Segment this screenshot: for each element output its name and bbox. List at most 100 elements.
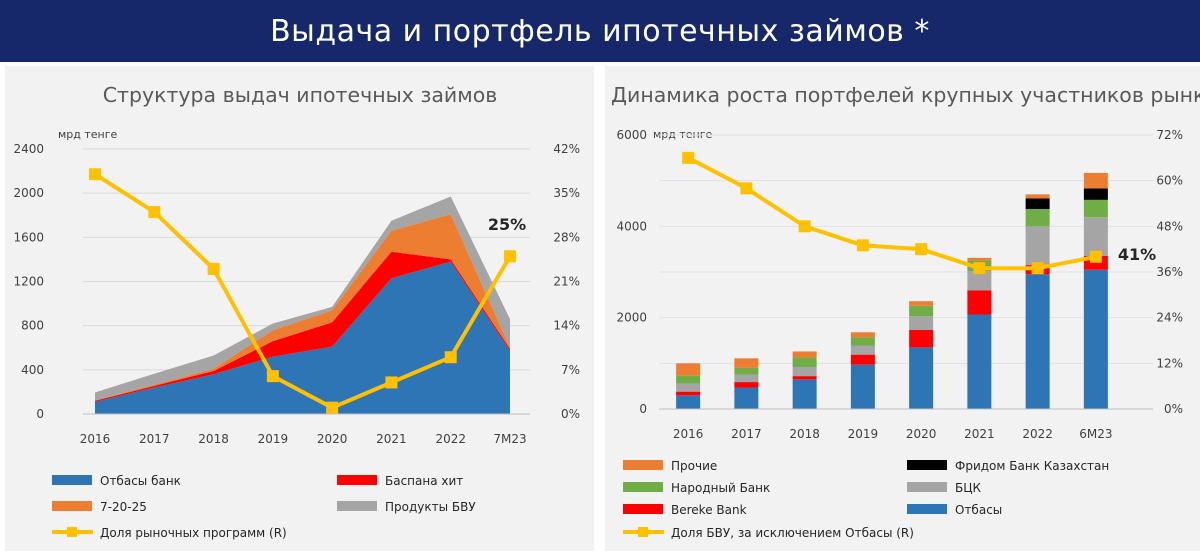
bar-Прочие (1025, 194, 1050, 199)
bar-Bereke Bank (792, 376, 817, 380)
legend-swatch (623, 504, 663, 514)
legend-label: Продукты БВУ (385, 500, 476, 514)
bar-Отбасы (1025, 274, 1050, 409)
x-tick-label: 2017 (139, 432, 170, 446)
legend-label: Народный Банк (671, 481, 770, 495)
y-tick-label: 2000 (13, 186, 44, 200)
share-marker (682, 151, 695, 164)
share-marker (504, 250, 516, 263)
bar-Фридом Банк Казахстан (1083, 188, 1108, 200)
bar-БЦК (792, 366, 817, 377)
share-marker (798, 220, 811, 233)
bar-Народный Банк (909, 305, 934, 317)
share-marker (385, 376, 398, 389)
bar-Отбасы (1083, 269, 1108, 409)
share-marker (915, 243, 928, 256)
bar-Народный Банк (850, 337, 875, 346)
bar-Отбасы (792, 379, 817, 409)
page-title: Выдача и портфель ипотечных займов * (270, 13, 930, 49)
x-tick-label: 2016 (673, 427, 704, 441)
y-tick-label: 1200 (13, 275, 44, 289)
x-tick-label: 2016 (80, 432, 111, 446)
y-tick-label: 400 (21, 363, 44, 377)
legend-label: Доля рыночных программ (R) (100, 526, 287, 540)
bar-Прочие (1083, 172, 1108, 189)
x-tick-label: 2019 (258, 432, 289, 446)
y2-tick-label: 35% (553, 186, 580, 200)
share-marker (973, 262, 986, 275)
legend-label: Баспана хит (385, 474, 463, 488)
portfolio-growth-chart: Динамика роста портфелей крупных участни… (611, 83, 1200, 540)
line-annotation: 41% (1118, 245, 1156, 264)
chart-title: Структура выдач ипотечных займов (103, 83, 498, 107)
bar-Народный Банк (792, 357, 817, 367)
y2-tick-label: 42% (553, 142, 580, 156)
share-marker (740, 182, 753, 195)
y2-tick-label: 28% (553, 230, 580, 244)
area-Продукты БВУ (95, 196, 510, 401)
x-tick-label: 2018 (198, 432, 229, 446)
bar-БЦК (850, 345, 875, 355)
bar-БЦК (909, 316, 934, 330)
portfolio-growth-panel: Динамика роста портфелей крупных участни… (605, 66, 1200, 551)
bar-БЦК (676, 383, 701, 392)
x-tick-label: 2018 (789, 427, 820, 441)
bar-БЦК (1083, 217, 1108, 257)
share-marker (89, 168, 101, 181)
bar-Прочие (676, 363, 701, 376)
bar-Отбасы (909, 347, 934, 409)
y-tick-label: 1600 (13, 230, 44, 244)
legend-label: 7-20-25 (100, 500, 147, 514)
y-tick-label: 2400 (13, 142, 44, 156)
legend-label: Прочие (671, 459, 717, 473)
chart-title: Динамика роста портфелей крупных участни… (611, 83, 1200, 107)
share-marker (326, 401, 339, 414)
legend-swatch (337, 501, 377, 511)
y2-tick-label: 72% (1156, 128, 1183, 142)
bar-Bereke Bank (909, 329, 934, 348)
legend-line-marker (67, 527, 77, 537)
legend-swatch (337, 475, 377, 485)
bar-Прочие (850, 332, 875, 338)
y-tick-label: 800 (21, 319, 44, 333)
y-tick-label: 0 (36, 407, 44, 421)
bar-Народный Банк (1083, 199, 1108, 218)
bar-Bereke Bank (734, 382, 759, 388)
legend-label: БЦК (955, 481, 982, 495)
y2-tick-label: 12% (1156, 356, 1183, 370)
legend-label: Фридом Банк Казахстан (955, 459, 1109, 473)
legend-swatch (52, 475, 92, 485)
y2-tick-label: 14% (553, 319, 580, 333)
bar-Народный Банк (676, 375, 701, 384)
bar-БЦК (967, 271, 992, 291)
issuance-structure-chart: Структура выдач ипотечных займов мрд тен… (13, 83, 580, 540)
legend-line-marker (638, 527, 648, 537)
bar-БЦК (1025, 226, 1050, 266)
y-tick-label: 4000 (616, 219, 647, 233)
legend-label: Доля БВУ, за исключением Отбасы (R) (671, 526, 914, 540)
y-tick-label: 0 (639, 402, 647, 416)
legend-label: Отбасы банк (100, 474, 181, 488)
legend-swatch (907, 460, 947, 470)
x-tick-label: 2022 (1022, 427, 1053, 441)
share-line (687, 156, 1097, 271)
bar-Народный Банк (734, 367, 759, 375)
share-marker (1031, 262, 1044, 275)
y-tick-label: 2000 (616, 311, 647, 325)
x-tick-label: 2017 (731, 427, 762, 441)
bar-Bereke Bank (967, 290, 992, 315)
share-marker (856, 239, 869, 252)
bar-БЦК (734, 374, 759, 383)
page-title-banner: Выдача и портфель ипотечных займов * (0, 0, 1200, 62)
bar-Прочие (734, 358, 759, 368)
legend-label: Bereke Bank (671, 503, 747, 517)
share-marker (444, 351, 457, 364)
issuance-structure-panel: Структура выдач ипотечных займов мрд тен… (5, 66, 594, 551)
x-tick-label: 2020 (317, 432, 348, 446)
bar-Народный Банк (1025, 208, 1050, 227)
y2-tick-label: 36% (1156, 265, 1183, 279)
bar-Отбасы (967, 314, 992, 409)
share-marker (207, 262, 220, 275)
legend-swatch (623, 460, 663, 470)
share-marker (266, 370, 279, 383)
